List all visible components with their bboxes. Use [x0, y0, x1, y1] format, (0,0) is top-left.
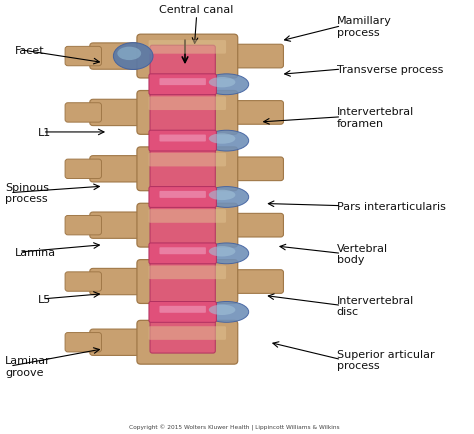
Ellipse shape [113, 43, 153, 70]
FancyBboxPatch shape [149, 210, 226, 223]
FancyBboxPatch shape [149, 131, 216, 151]
FancyBboxPatch shape [90, 156, 152, 183]
FancyBboxPatch shape [159, 248, 206, 255]
FancyBboxPatch shape [65, 333, 101, 352]
Ellipse shape [204, 131, 249, 151]
Ellipse shape [209, 190, 236, 201]
Text: L5: L5 [38, 294, 51, 304]
FancyBboxPatch shape [159, 306, 206, 313]
FancyBboxPatch shape [90, 213, 152, 239]
FancyBboxPatch shape [227, 45, 283, 69]
Ellipse shape [204, 302, 249, 322]
Text: Mamillary
process: Mamillary process [337, 16, 392, 37]
Text: Spinous
process: Spinous process [5, 182, 49, 204]
Text: Vertebral
body: Vertebral body [337, 243, 388, 265]
FancyBboxPatch shape [227, 270, 283, 294]
FancyBboxPatch shape [137, 91, 238, 135]
FancyBboxPatch shape [65, 103, 101, 123]
FancyBboxPatch shape [65, 272, 101, 292]
FancyBboxPatch shape [90, 329, 152, 355]
FancyBboxPatch shape [149, 187, 216, 208]
FancyBboxPatch shape [90, 269, 152, 295]
Ellipse shape [118, 48, 141, 61]
Text: Laminar
groove: Laminar groove [5, 355, 51, 377]
FancyBboxPatch shape [149, 302, 216, 322]
FancyBboxPatch shape [149, 266, 226, 279]
FancyBboxPatch shape [137, 35, 238, 79]
FancyBboxPatch shape [149, 153, 226, 167]
Text: Central canal: Central canal [159, 5, 234, 14]
Text: Intervertebral
foramen: Intervertebral foramen [337, 107, 414, 128]
FancyBboxPatch shape [90, 100, 152, 126]
FancyBboxPatch shape [150, 46, 215, 353]
Text: Pars interarticularis: Pars interarticularis [337, 201, 446, 211]
Text: Intervertebral
disc: Intervertebral disc [337, 295, 414, 316]
FancyBboxPatch shape [159, 191, 206, 198]
FancyBboxPatch shape [149, 75, 216, 95]
FancyBboxPatch shape [137, 321, 238, 364]
FancyBboxPatch shape [65, 160, 101, 179]
FancyBboxPatch shape [65, 216, 101, 235]
FancyBboxPatch shape [159, 79, 206, 86]
FancyBboxPatch shape [149, 243, 216, 264]
FancyBboxPatch shape [137, 204, 238, 247]
Ellipse shape [209, 134, 236, 145]
FancyBboxPatch shape [227, 102, 283, 125]
Ellipse shape [209, 78, 236, 88]
Text: Facet: Facet [15, 46, 44, 56]
Ellipse shape [209, 247, 236, 257]
FancyBboxPatch shape [227, 214, 283, 237]
FancyBboxPatch shape [149, 41, 226, 55]
Text: Copyright © 2015 Wolters Kluwer Health | Lippincott Williams & Wilkins: Copyright © 2015 Wolters Kluwer Health |… [128, 424, 339, 430]
Text: L1: L1 [38, 128, 51, 138]
Ellipse shape [209, 305, 236, 315]
Text: Lamina: Lamina [15, 247, 56, 257]
FancyBboxPatch shape [90, 44, 152, 70]
FancyBboxPatch shape [227, 158, 283, 181]
FancyBboxPatch shape [65, 47, 101, 66]
Text: Superior articular
process: Superior articular process [337, 349, 434, 371]
FancyBboxPatch shape [149, 326, 226, 340]
Ellipse shape [204, 75, 249, 95]
FancyBboxPatch shape [149, 97, 226, 111]
Text: Transverse process: Transverse process [337, 65, 443, 75]
Ellipse shape [204, 187, 249, 208]
FancyBboxPatch shape [159, 135, 206, 142]
FancyBboxPatch shape [137, 148, 238, 191]
Ellipse shape [204, 243, 249, 264]
FancyBboxPatch shape [137, 260, 238, 304]
